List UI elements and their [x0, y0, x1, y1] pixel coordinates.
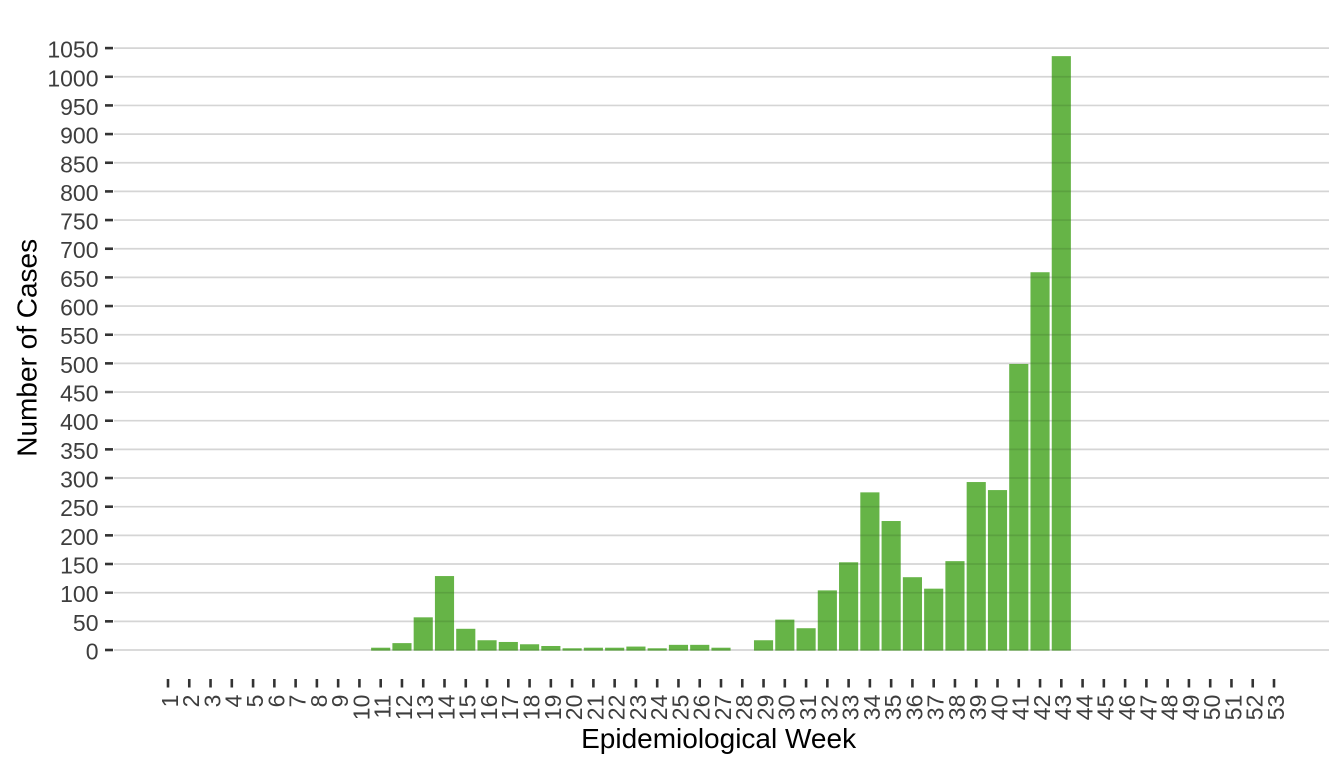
svg-text:35: 35 — [880, 695, 906, 721]
svg-text:31: 31 — [795, 695, 821, 721]
svg-text:28: 28 — [731, 695, 757, 721]
svg-text:30: 30 — [774, 695, 800, 721]
svg-text:12: 12 — [391, 695, 417, 721]
svg-text:4: 4 — [221, 694, 247, 707]
svg-text:22: 22 — [604, 695, 630, 721]
svg-text:43: 43 — [1050, 695, 1076, 721]
svg-text:38: 38 — [944, 695, 970, 721]
svg-text:23: 23 — [625, 695, 651, 721]
svg-text:3: 3 — [199, 695, 225, 708]
svg-text:42: 42 — [1029, 695, 1055, 721]
svg-text:10: 10 — [348, 695, 374, 721]
svg-text:700: 700 — [60, 237, 98, 263]
svg-text:49: 49 — [1178, 695, 1204, 721]
svg-text:46: 46 — [1114, 695, 1140, 721]
svg-text:950: 950 — [60, 94, 98, 120]
svg-text:50: 50 — [73, 610, 99, 636]
svg-text:17: 17 — [497, 695, 523, 721]
svg-text:1050: 1050 — [47, 37, 98, 63]
svg-text:34: 34 — [859, 694, 885, 720]
svg-text:25: 25 — [667, 695, 693, 721]
svg-text:500: 500 — [60, 352, 98, 378]
svg-text:13: 13 — [412, 695, 438, 721]
svg-text:350: 350 — [60, 438, 98, 464]
svg-text:37: 37 — [923, 695, 949, 721]
svg-text:45: 45 — [1093, 695, 1119, 721]
svg-text:16: 16 — [476, 695, 502, 721]
svg-text:0: 0 — [86, 639, 99, 665]
svg-text:400: 400 — [60, 409, 98, 435]
svg-text:18: 18 — [518, 695, 544, 721]
svg-text:1000: 1000 — [47, 65, 98, 91]
svg-text:750: 750 — [60, 209, 98, 235]
svg-text:24: 24 — [646, 694, 672, 720]
svg-text:100: 100 — [60, 581, 98, 607]
svg-text:44: 44 — [1071, 694, 1097, 720]
svg-text:5: 5 — [242, 695, 268, 708]
svg-text:Number of Cases: Number of Cases — [11, 239, 42, 457]
svg-text:150: 150 — [60, 553, 98, 579]
svg-text:50: 50 — [1199, 695, 1225, 721]
svg-text:8: 8 — [306, 695, 332, 708]
svg-text:40: 40 — [986, 695, 1012, 721]
svg-text:20: 20 — [561, 695, 587, 721]
svg-text:48: 48 — [1157, 695, 1183, 721]
svg-text:15: 15 — [455, 695, 481, 721]
svg-text:11: 11 — [370, 695, 396, 719]
svg-text:26: 26 — [689, 695, 715, 721]
svg-text:300: 300 — [60, 467, 98, 493]
svg-text:36: 36 — [901, 695, 927, 721]
svg-text:550: 550 — [60, 323, 98, 349]
svg-text:41: 41 — [1008, 695, 1034, 721]
svg-text:32: 32 — [816, 695, 842, 721]
svg-text:600: 600 — [60, 295, 98, 321]
svg-text:19: 19 — [540, 695, 566, 721]
svg-text:39: 39 — [965, 695, 991, 721]
svg-text:33: 33 — [838, 695, 864, 721]
svg-text:51: 51 — [1220, 695, 1246, 721]
svg-text:1: 1 — [157, 695, 183, 708]
svg-text:850: 850 — [60, 151, 98, 177]
svg-text:52: 52 — [1242, 695, 1268, 721]
svg-text:9: 9 — [327, 695, 353, 708]
svg-text:7: 7 — [285, 695, 311, 708]
svg-text:Epidemiological Week: Epidemiological Week — [581, 723, 857, 754]
svg-text:250: 250 — [60, 495, 98, 521]
svg-text:29: 29 — [752, 695, 778, 721]
svg-text:200: 200 — [60, 524, 98, 550]
svg-text:53: 53 — [1263, 695, 1289, 721]
svg-text:2: 2 — [178, 695, 204, 708]
svg-text:450: 450 — [60, 381, 98, 407]
svg-text:14: 14 — [433, 694, 459, 720]
svg-text:47: 47 — [1135, 695, 1161, 721]
svg-text:21: 21 — [582, 695, 608, 721]
svg-text:650: 650 — [60, 266, 98, 292]
svg-text:900: 900 — [60, 123, 98, 149]
svg-text:800: 800 — [60, 180, 98, 206]
svg-text:6: 6 — [263, 695, 289, 708]
svg-text:27: 27 — [710, 695, 736, 721]
